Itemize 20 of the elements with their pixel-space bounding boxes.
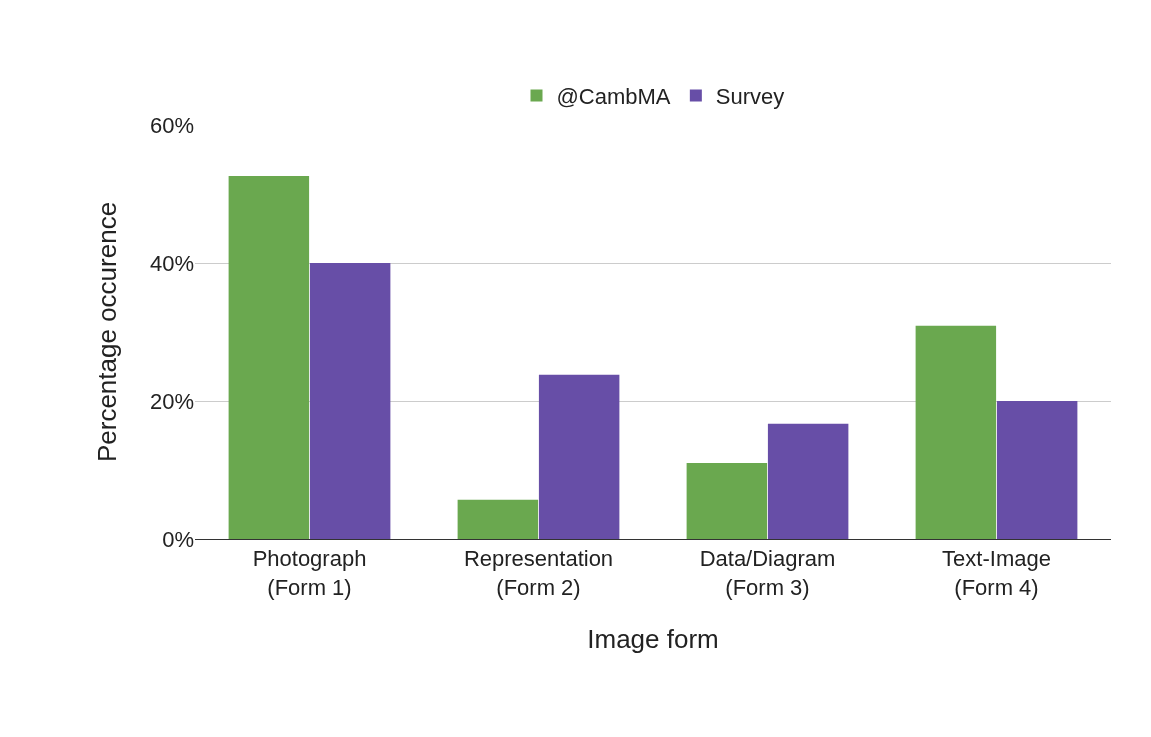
- y-tick-label: 60%: [149, 112, 194, 138]
- bar: [996, 401, 1078, 539]
- y-tick-label: 0%: [162, 526, 194, 552]
- y-tick-label: 20%: [149, 388, 194, 414]
- x-tick-label: Representation (Form 2): [463, 546, 614, 600]
- y-tick-label: 40%: [149, 250, 194, 276]
- bar: [228, 176, 310, 539]
- x-tick-label: Data/Diagram (Form 3): [699, 546, 836, 600]
- legend-label: Survey: [715, 84, 785, 110]
- y-axis-title: Percentage occurence: [92, 201, 123, 463]
- bar: [686, 463, 768, 539]
- x-tick-label: Photograph (Form 1): [252, 546, 367, 600]
- bar: [457, 499, 539, 539]
- bar: [915, 325, 997, 539]
- x-tick-label: Text-Image (Form 4): [942, 546, 1051, 600]
- x-axis-title: Image form: [587, 623, 719, 654]
- bar: [538, 374, 620, 539]
- bar: [309, 263, 391, 539]
- legend-label: @CambMA: [556, 84, 671, 110]
- bar: [767, 423, 849, 539]
